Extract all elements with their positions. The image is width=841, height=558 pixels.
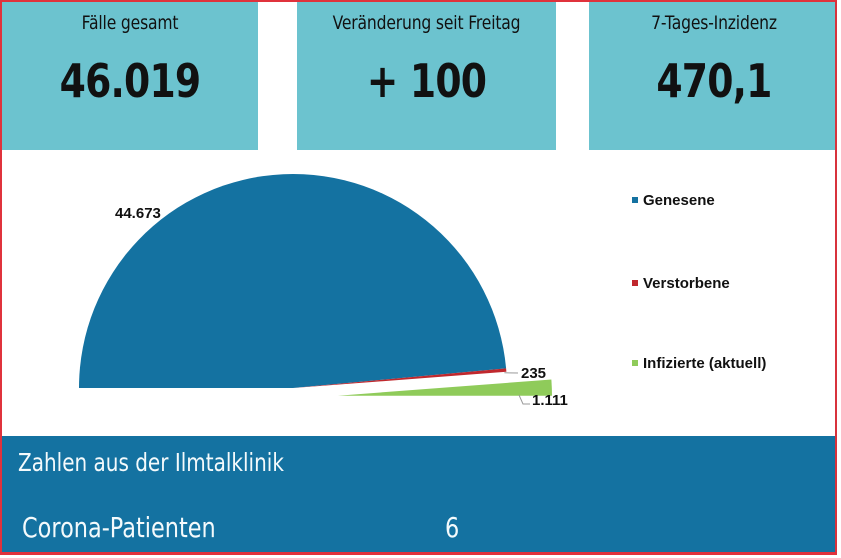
legend-item-infizierte: Infizierte (aktuell) [632, 355, 766, 372]
kpi-label: Fälle gesamt [81, 12, 179, 34]
kpi-value: + 100 [366, 54, 487, 108]
half-pie-chart: 44.673 235 1.111 Genesene Verstorbene Infizi… [79, 174, 766, 409]
legend-item-genesene: Genesene [632, 192, 715, 209]
kpi-7-day-incidence: 7-Tages-Inzidenz 470,1 [589, 2, 835, 150]
clinic-title: Zahlen aus der Ilmtalklinik [18, 448, 284, 477]
leader-line-infizierte [518, 394, 530, 405]
clinic-panel: Zahlen aus der Ilmtalklinik Corona-Patie… [2, 436, 835, 552]
slice-genesene [79, 174, 507, 388]
corona-patients-value: 6 [445, 511, 460, 544]
data-label-genesene: 44.673 [115, 205, 161, 222]
legend-label: Genesene [643, 192, 715, 209]
data-label-verstorbene: 235 [521, 365, 546, 382]
kpi-change-since-friday: Veränderung seit Freitag + 100 [297, 2, 556, 150]
kpi-label: Veränderung seit Freitag [332, 12, 521, 34]
legend-item-verstorbene: Verstorbene [632, 275, 730, 292]
data-label-infizierte: 1.111 [532, 392, 568, 409]
kpi-label: 7-Tages-Inzidenz [651, 12, 777, 34]
legend-label: Infizierte (aktuell) [643, 355, 766, 372]
legend-swatch [632, 360, 638, 366]
legend-label: Verstorbene [643, 275, 730, 292]
corona-patients-label: Corona-Patienten [22, 511, 216, 544]
slice-infizierte [337, 379, 552, 396]
legend-swatch [632, 280, 638, 286]
legend-swatch [632, 197, 638, 203]
kpi-value: 46.019 [59, 54, 201, 108]
slice-verstorbene [293, 368, 507, 388]
kpi-total-cases: Fälle gesamt 46.019 [2, 2, 258, 150]
kpi-value: 470,1 [656, 54, 772, 108]
